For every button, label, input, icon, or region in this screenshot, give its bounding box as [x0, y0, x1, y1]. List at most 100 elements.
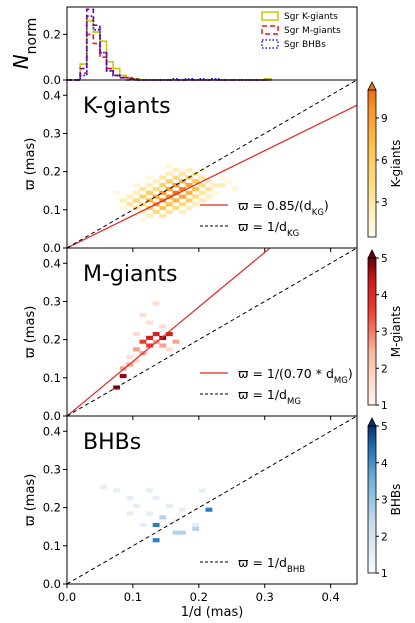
ytick-label: 0.1 — [43, 203, 61, 217]
heatmap-cell — [205, 179, 213, 184]
heatmap-cell — [159, 335, 167, 340]
colorbar-tick-label: 1 — [381, 568, 388, 580]
heatmap-cell — [172, 183, 180, 188]
heatmap-cell — [99, 484, 107, 489]
ytick-label: 0.1 — [43, 539, 61, 553]
fit-line — [67, 104, 357, 248]
colorbar-tick-label: 9 — [381, 113, 388, 125]
heatmap-cell — [198, 183, 206, 188]
ref-legend-label: ϖ = 1/dBHB — [238, 555, 305, 575]
heatmap-cell — [159, 183, 167, 188]
heatmap-cell — [165, 332, 173, 337]
heatmap-cell — [146, 213, 153, 218]
heatmap-cell — [146, 183, 153, 188]
heatmap-cell — [139, 339, 147, 344]
heatmap-cell — [172, 530, 180, 535]
legend-label-1: Sgr M-giants — [284, 26, 341, 36]
heatmap-cell — [132, 347, 140, 352]
bhbs-colorbar-label: BHBs — [389, 484, 403, 516]
heatmap-cell — [146, 190, 153, 195]
ytick-label: 0.2 — [43, 501, 61, 515]
heatmap-cell — [159, 343, 167, 348]
heatmap-cell — [192, 202, 200, 207]
mgiants-ylabel: ϖ (mas) — [23, 306, 38, 359]
heatmap-cell — [126, 511, 134, 516]
heatmap-cell — [119, 198, 127, 203]
heatmap-cell — [146, 175, 153, 180]
heatmap-cell — [212, 183, 219, 188]
heatmap-cell — [179, 209, 186, 214]
heatmap-cell — [165, 186, 173, 192]
heatmap-cell — [132, 358, 140, 363]
colorbar — [367, 257, 377, 406]
colorbar-tick-label: 3 — [381, 495, 388, 507]
ytick-label: 0.3 — [43, 294, 61, 308]
heatmap-cell — [205, 194, 213, 199]
heatmap-cell — [132, 183, 140, 188]
colorbar-tick-label: 2 — [381, 531, 388, 543]
heatmap-cell — [119, 206, 127, 211]
heatmap-cell — [172, 167, 180, 172]
xtick-label: 0.3 — [256, 590, 274, 604]
ytick-label: 0.0 — [43, 409, 61, 423]
heatmap-cell — [159, 206, 167, 211]
colorbar-extend-arrow — [367, 417, 377, 427]
ytick-label: 0.4 — [43, 88, 61, 102]
hist-ylabel: Nnorm — [9, 18, 40, 70]
heatmap-cell — [146, 511, 153, 516]
heatmap-cell — [119, 366, 127, 371]
hist-series-1 — [67, 33, 272, 81]
bhbs-title: BHBs — [83, 430, 141, 455]
colorbar-tick-label: 6 — [381, 155, 388, 167]
heatmap-cell — [192, 526, 200, 531]
heatmap-cell — [231, 186, 239, 192]
heatmap-cell — [132, 503, 140, 508]
heatmap-cell — [218, 183, 226, 188]
heatmap-cell — [132, 198, 140, 203]
heatmap-cell — [185, 167, 193, 172]
ytick-label: 0.2 — [43, 165, 61, 179]
heatmap-cell — [146, 320, 153, 325]
ref-legend-label: ϖ = 1/dMG — [238, 387, 301, 407]
heatmap-cell — [198, 190, 206, 195]
xtick-label: 0.4 — [321, 590, 339, 604]
heatmap-cell — [139, 217, 147, 222]
heatmap-cell — [152, 186, 160, 192]
fit-legend-label: ϖ = 1/(0.70 * dMG) — [238, 366, 353, 386]
heatmap-cell — [165, 171, 173, 176]
ytick-label: 0.3 — [43, 462, 61, 476]
heatmap-cell — [159, 515, 167, 520]
heatmap-cell — [139, 209, 147, 214]
heatmap-cell — [192, 179, 200, 184]
hist-ytick-label: 0.0 — [43, 73, 61, 87]
bhbs-ylabel: ϖ (mas) — [23, 474, 38, 527]
ytick-label: 0.4 — [43, 424, 61, 438]
colorbar-tick-label: 2 — [381, 363, 388, 375]
heatmap-cell — [146, 198, 153, 203]
ytick-label: 0.1 — [43, 371, 61, 385]
colorbar-tick-label: 5 — [381, 421, 388, 433]
legend-label-2: Sgr BHBs — [284, 40, 326, 50]
heatmap-cell — [172, 198, 180, 203]
heatmap-cell — [113, 190, 121, 195]
hist-series-2 — [67, 15, 272, 81]
colorbar-tick-label: 1 — [381, 400, 388, 412]
ytick-label: 0.0 — [43, 241, 61, 255]
kgiants-ylabel: ϖ (mas) — [23, 138, 38, 191]
bhbs-frame — [66, 415, 358, 585]
heatmap-cell — [139, 186, 147, 192]
mgiants-panel: 0.0 0.1 0.2 0.3 0.4 ϖ (mas) M-giants ϖ = 1/(0.7… — [23, 247, 403, 423]
mgiants-title: M-giants — [83, 262, 178, 287]
heatmap-cell — [198, 198, 206, 203]
xtick-label: 0.1 — [124, 590, 142, 604]
x-axis-label: 1/d (mas) — [181, 605, 244, 620]
legend-swatch-0 — [261, 11, 279, 21]
heatmap-cell — [152, 209, 160, 214]
heatmap-cell — [172, 175, 180, 180]
heatmap-cell — [185, 190, 193, 195]
heatmap-cell — [179, 171, 186, 176]
xtick-label: 0.2 — [190, 590, 208, 604]
heatmap-cell — [139, 194, 147, 199]
heatmap-cell — [165, 503, 173, 508]
